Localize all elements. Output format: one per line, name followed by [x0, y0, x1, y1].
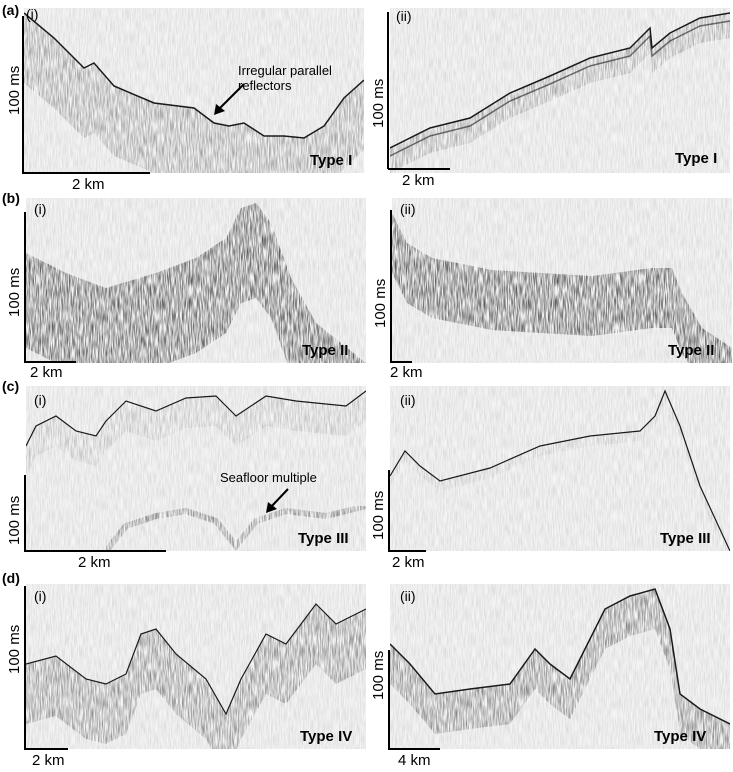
vertical-scale-label-d-ii: 100 ms	[370, 650, 387, 700]
profile-d-i	[26, 584, 366, 749]
annotation-seafloor-multiple: Seafloor multiple	[220, 470, 317, 485]
row-label-a: (a)	[2, 2, 20, 18]
vertical-scale-label-d-i: 100 ms	[6, 624, 23, 674]
vertical-scale-bar-b-i	[24, 212, 26, 362]
horizontal-scale-bar-a-ii	[388, 168, 450, 170]
profile-b-ii	[392, 198, 732, 363]
horizontal-scale-label-b-ii: 2 km	[390, 364, 423, 381]
type-label-d-ii: Type IV	[654, 728, 707, 745]
horizontal-scale-label-c-ii: 2 km	[392, 554, 425, 571]
seafloor-reflector	[26, 390, 366, 447]
type-label-b-i: Type II	[302, 342, 349, 359]
annotation-arrow-reflectors	[214, 83, 245, 115]
annotation-reflectors-line2: reflectors	[238, 78, 292, 93]
vertical-scale-bar-a-i	[22, 16, 24, 172]
vertical-scale-bar-d-ii	[388, 650, 390, 748]
subbottom-reflection-band	[26, 203, 366, 363]
horizontal-scale-label-d-ii: 4 km	[398, 752, 431, 769]
panel-label-d-ii: (ii)	[400, 588, 416, 604]
panel-label-b-i: (i)	[34, 201, 47, 217]
type-label-a-ii: Type I	[675, 150, 718, 167]
panel-label-b-ii: (ii)	[400, 201, 416, 217]
profile-d-ii	[390, 584, 730, 749]
vertical-scale-label-a-ii: 100 ms	[370, 78, 387, 128]
type-label-b-ii: Type II	[668, 342, 715, 359]
subbottom-reflection-band	[390, 13, 730, 173]
vertical-scale-label-b-ii: 100 ms	[372, 278, 389, 328]
profile-a-i	[24, 8, 364, 173]
horizontal-scale-bar-c-ii	[388, 550, 426, 552]
horizontal-scale-label-d-i: 2 km	[32, 752, 65, 769]
horizontal-scale-bar-b-ii	[390, 361, 412, 363]
subbottom-reflection-band	[26, 604, 366, 749]
subbottom-reflection-band	[390, 589, 730, 749]
annotation-reflectors-line1: Irregular parallel	[238, 63, 332, 78]
subbottom-reflection-band	[26, 391, 366, 476]
subbottom-reflection-band	[392, 213, 732, 363]
vertical-scale-label-c-i: 100 ms	[6, 495, 23, 545]
horizontal-scale-bar-d-ii	[388, 748, 440, 750]
vertical-scale-bar-c-ii	[388, 470, 390, 550]
seafloor-reflector	[390, 12, 730, 149]
horizontal-scale-bar-b-i	[24, 361, 76, 363]
vertical-scale-bar-a-ii	[387, 12, 389, 169]
vertical-scale-bar-c-i	[24, 475, 26, 550]
type-label-a-i: Type I	[310, 152, 353, 169]
row-label-c: (c)	[2, 378, 20, 394]
horizontal-scale-label-a-ii: 2 km	[402, 172, 435, 189]
vertical-scale-bar-d-i	[24, 586, 26, 748]
vertical-scale-label-a-i: 100 ms	[6, 65, 23, 115]
vertical-scale-label-b-i: 100 ms	[6, 267, 23, 317]
type-label-d-i: Type IV	[300, 728, 353, 745]
horizontal-scale-label-a-i: 2 km	[72, 176, 105, 193]
profile-c-ii	[390, 386, 730, 551]
panel-label-c-ii: (ii)	[400, 392, 416, 408]
type-label-c-i: Type III	[298, 530, 349, 547]
annotation-reflectors: Irregular parallel reflectors	[238, 63, 332, 93]
type-label-c-ii: Type III	[660, 530, 711, 547]
panel-label-d-i: (i)	[34, 588, 47, 604]
subbottom-reflection-band	[390, 391, 730, 551]
row-label-b: (b)	[2, 190, 20, 206]
horizontal-scale-bar-c-i	[24, 550, 166, 552]
vertical-scale-bar-b-ii	[390, 210, 392, 362]
panel-label-a-i: (i)	[26, 6, 39, 22]
panel-label-c-i: (i)	[34, 392, 47, 408]
horizontal-scale-bar-a-i	[22, 172, 150, 174]
vertical-scale-label-c-ii: 100 ms	[370, 490, 387, 540]
seafloor-reflector	[390, 389, 730, 551]
subbottom-reflector	[390, 20, 730, 157]
profile-c-i	[26, 386, 366, 551]
background-noise	[390, 386, 730, 551]
seafloor-reflector	[24, 12, 364, 139]
profile-a-ii	[390, 8, 730, 173]
panel-label-a-ii: (ii)	[396, 8, 412, 24]
seafloor-reflector	[26, 603, 366, 716]
horizontal-scale-label-c-i: 2 km	[78, 554, 111, 571]
seafloor-multiple	[103, 503, 366, 551]
horizontal-scale-bar-d-i	[24, 748, 68, 750]
profile-b-i	[26, 198, 366, 363]
seafloor-reflector	[390, 588, 730, 725]
annotation-arrow-multiple	[266, 488, 289, 513]
horizontal-scale-label-b-i: 2 km	[30, 364, 63, 381]
row-label-d: (d)	[2, 570, 20, 586]
subbottom-reflection-band	[24, 13, 364, 173]
